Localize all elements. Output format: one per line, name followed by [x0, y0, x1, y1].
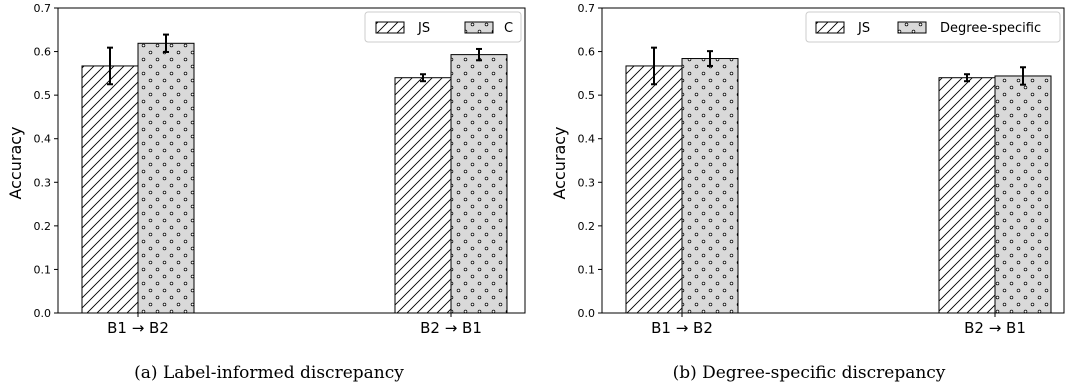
y-tick-label: 0.5: [34, 89, 52, 102]
bar: [681, 58, 739, 314]
y-tick-label: 0.6: [578, 46, 596, 59]
x-category-label: B2 → B1: [964, 319, 1026, 337]
x-category-label: B1 → B2: [107, 319, 169, 337]
legend: JS Degree-specific: [805, 11, 1061, 43]
y-tick-label: 0.7: [34, 2, 52, 15]
y-axis-label: Accuracy: [550, 126, 569, 199]
legend-label: C: [504, 21, 513, 36]
bar: [938, 77, 996, 314]
bar: [625, 65, 683, 314]
y-tick-label: 0.1: [34, 263, 52, 276]
chart-caption: (a) Label-informed discrepancy: [134, 363, 404, 383]
legend-label: JS: [857, 21, 870, 36]
x-category-label: B2 → B1: [420, 319, 482, 337]
bar: [394, 77, 452, 314]
bar: [994, 75, 1052, 314]
legend: JS C: [364, 11, 522, 43]
y-tick-label: 0.2: [34, 220, 52, 233]
y-tick-label: 0.5: [578, 89, 596, 102]
legend-swatch: [815, 21, 845, 34]
legend-swatch: [375, 21, 405, 34]
y-tick-label: 0.2: [578, 220, 596, 233]
legend-label: Degree-specific: [940, 21, 1041, 36]
chart-panel-a: Accuracy (a) Label-informed discrepancy …: [6, 2, 526, 383]
y-tick-label: 0.0: [34, 307, 52, 320]
y-tick-label: 0.4: [578, 133, 596, 146]
legend-swatch: [464, 21, 494, 34]
x-category-label: B1 → B2: [651, 319, 713, 337]
legend-box: [805, 11, 1061, 43]
y-tick-label: 0.3: [34, 176, 52, 189]
legend-box: [364, 11, 522, 43]
y-axis-label: Accuracy: [6, 126, 25, 199]
y-tick-label: 0.4: [34, 133, 52, 146]
legend-label: JS: [417, 21, 430, 36]
bar: [81, 65, 139, 314]
y-tick-label: 0.1: [578, 263, 596, 276]
bar: [137, 42, 195, 314]
y-tick-label: 0.7: [578, 2, 596, 15]
legend-swatch: [897, 21, 927, 34]
chart-caption: (b) Degree-specific discrepancy: [673, 363, 946, 383]
plot-frame: [601, 7, 1065, 314]
y-tick-label: 0.6: [34, 46, 52, 59]
y-tick-label: 0.3: [578, 176, 596, 189]
bar: [450, 54, 508, 314]
plot-frame: [57, 7, 526, 314]
y-tick-label: 0.0: [578, 307, 596, 320]
chart-panel-b: Accuracy (b) Degree-specific discrepancy…: [550, 2, 1065, 383]
